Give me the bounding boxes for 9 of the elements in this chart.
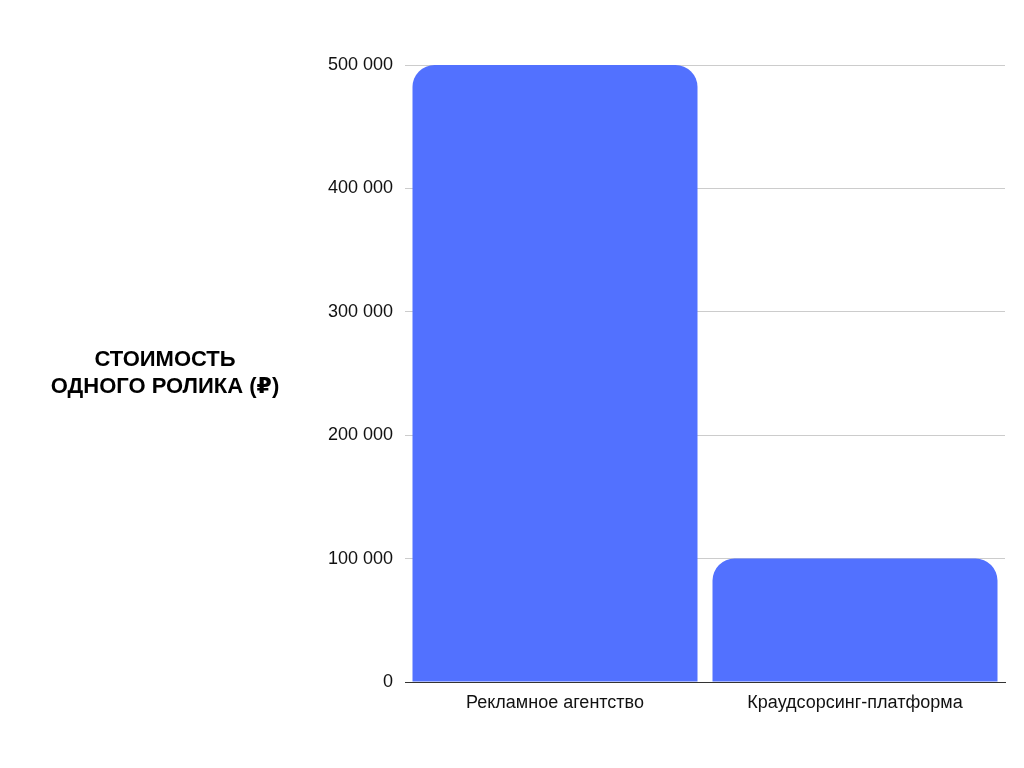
x-tick-label: Рекламное агентство [466,691,644,712]
y-tick-label: 100 000 [327,547,393,568]
y-tick-label: 400 000 [327,177,393,198]
y-axis-title: СТОИМОСТЬ ОДНОГО РОЛИКА (₽) [50,346,280,399]
y-tick-label: 200 000 [327,424,393,445]
y-tick-label: 300 000 [327,300,393,321]
x-tick-label: Краудсорсинг-платформа [747,691,964,712]
y-tick-label: 500 000 [327,53,393,74]
y-tick-label: 0 [382,670,393,691]
